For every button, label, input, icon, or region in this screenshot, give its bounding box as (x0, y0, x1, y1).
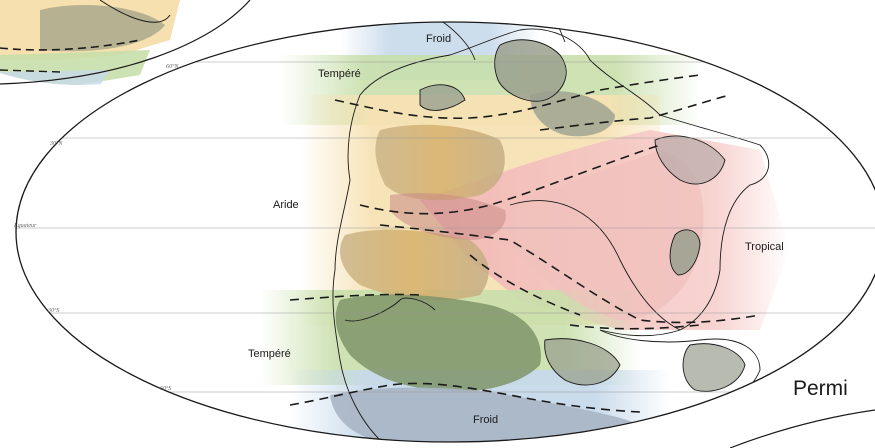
zone-label-tropical: Tropical (745, 241, 784, 253)
landmass-cold-south (330, 387, 640, 442)
next-map-border (729, 409, 875, 448)
latitude-label-60s: 60°S (160, 385, 171, 392)
landmass-far-south-east (683, 343, 745, 392)
previous-map-fragment (0, 0, 260, 85)
climate-boundaries (289, 74, 761, 413)
latitude-label-60n: 60°N (166, 63, 179, 70)
landmass-northeast (530, 91, 615, 137)
map-border (15, 21, 875, 443)
landmass-arid-south (340, 229, 489, 301)
landmass-tropical-ne (655, 136, 725, 184)
landmass-tropical-island (670, 229, 700, 275)
landmass-arid-north (375, 124, 505, 201)
landmass-temperate-south (335, 294, 541, 392)
coastlines (332, 22, 770, 441)
landmass-south-east (544, 338, 620, 385)
landmass-small-north (420, 84, 465, 111)
zone-label-froid-south: Froid (473, 414, 498, 426)
zone-label-aride: Aride (273, 199, 299, 211)
latitude-label-30s: 30°S (47, 307, 59, 314)
latitude-label-equator: Equateur (13, 223, 37, 229)
zone-label-tempere-south: Tempéré (248, 348, 291, 360)
zone-label-froid-north: Froid (426, 33, 451, 45)
previous-map-border (0, 0, 251, 85)
zone-label-tempere-north: Tempéré (318, 68, 361, 80)
landmass-north (494, 39, 567, 102)
period-label: Permi (793, 377, 848, 400)
latitude-label-30n: 30°N (49, 140, 63, 147)
